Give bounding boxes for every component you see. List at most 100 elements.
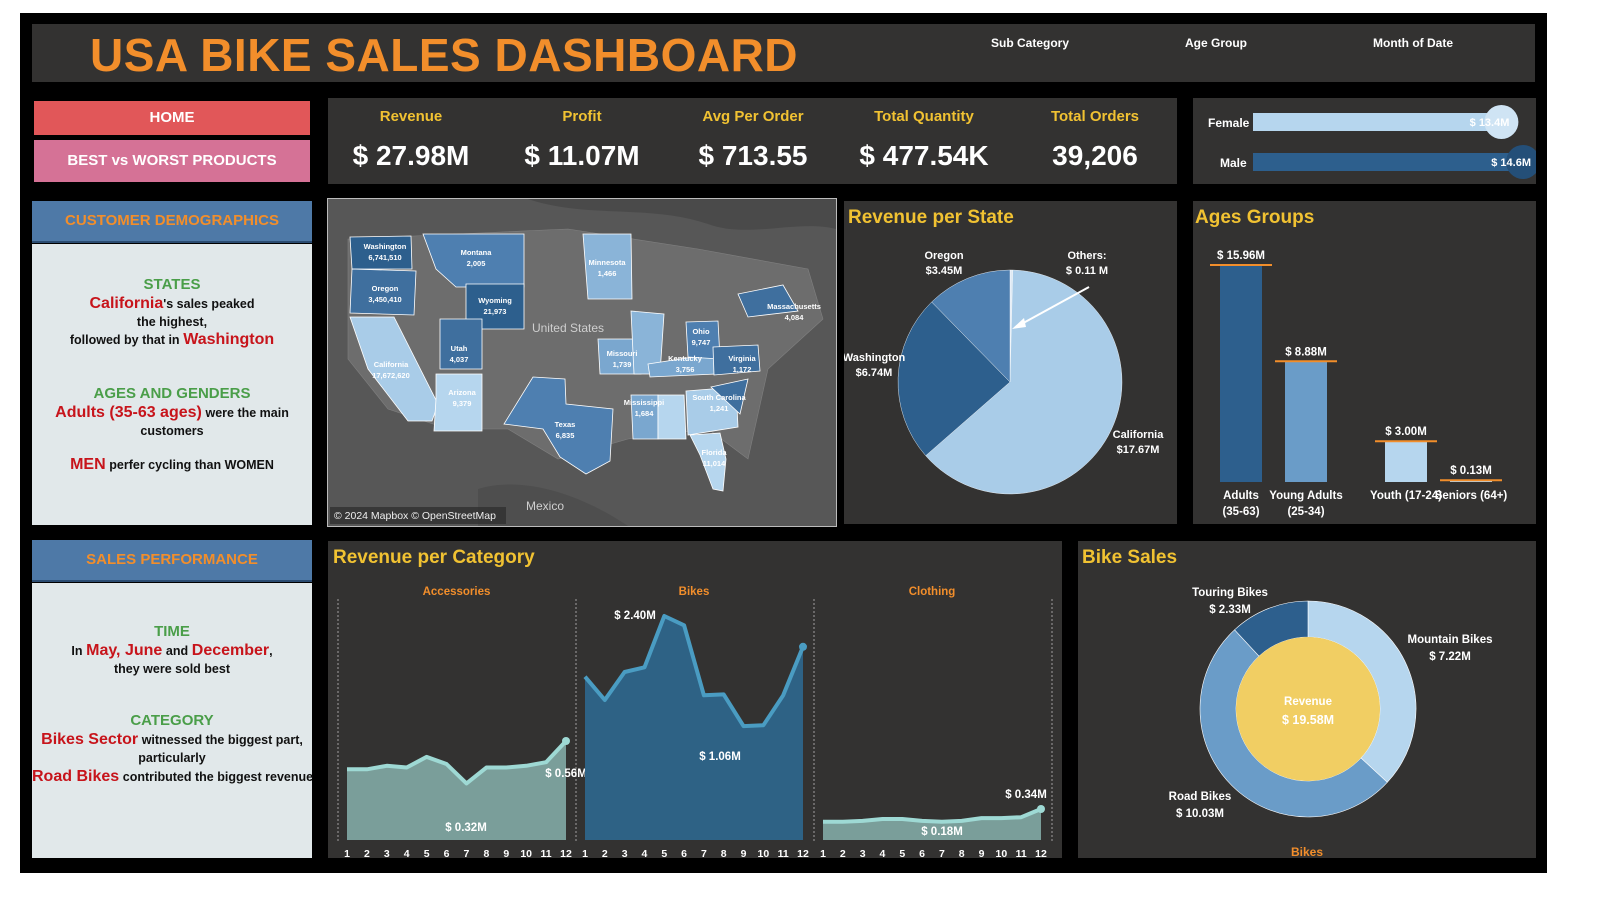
- ages-groups-title: Ages Groups: [1195, 207, 1315, 228]
- map-label-south-carolina: South Carolina 1,241: [692, 393, 746, 413]
- female-value: $ 13.4M: [1470, 117, 1510, 129]
- category-x-tick: 3: [384, 848, 390, 860]
- may-june-highlight: May, June: [86, 642, 163, 659]
- ages-groups-panel: Ages Groups $ 15.96M Adults (35-63) $ 8.88M…: [1193, 201, 1536, 524]
- category-x-tick: 2: [364, 848, 370, 860]
- category-last-point-accessories: [562, 737, 570, 745]
- category-x-tick: 2: [602, 848, 608, 860]
- bikes-sector-highlight: Bikes Sector: [41, 731, 139, 748]
- state-wyoming[interactable]: [465, 283, 525, 330]
- male-bar[interactable]: [1253, 153, 1523, 171]
- female-bar-end: [1484, 105, 1519, 139]
- pie-label-washington: Washington $6.74M: [844, 352, 906, 379]
- state-oregon[interactable]: [349, 268, 417, 316]
- donut-slice-touring-bikes[interactable]: [1234, 600, 1309, 657]
- country-label-mexico: Mexico: [526, 499, 564, 513]
- map-label-virginia: Virginia 1,172: [728, 354, 756, 374]
- bike-sales-panel: Bike Sales Revenue $ 19.58M Mountain Bikes…: [1078, 541, 1536, 859]
- category-x-tick: 12: [797, 848, 809, 860]
- category-x-tick: 1: [344, 848, 350, 860]
- category-last-point-bikes: [799, 642, 807, 651]
- female-bar[interactable]: [1253, 113, 1502, 131]
- state-washington[interactable]: [349, 235, 413, 270]
- category-x-tick: 12: [1035, 848, 1047, 860]
- category-x-tick: 6: [919, 848, 925, 860]
- kpi-orders-label: Total Orders: [1050, 108, 1140, 125]
- states-title: STATES: [143, 276, 201, 293]
- category-max-label-accessories: $ 0.56M: [545, 768, 587, 780]
- category-area-accessories[interactable]: [347, 741, 566, 840]
- customer-demographics-heading: CUSTOMER DEMOGRAPHICS: [32, 201, 312, 243]
- donut-center-label: Revenue: [1284, 696, 1332, 708]
- kpi-revenue-label: Revenue: [379, 108, 443, 125]
- state-massachusetts[interactable]: [737, 284, 799, 318]
- state-alabama[interactable]: [657, 394, 687, 440]
- category-min-label-clothing: $ 0.18M: [921, 826, 963, 838]
- state-utah[interactable]: [439, 318, 483, 370]
- kpi-quantity-label: Total Quantity: [874, 108, 974, 125]
- category-x-tick: 5: [899, 848, 905, 860]
- kpi-profit-value: $ 11.07M: [524, 140, 640, 171]
- best-worst-products-button[interactable]: BEST vs WORST PRODUCTS: [34, 140, 310, 182]
- age-bar-2[interactable]: [1385, 441, 1427, 482]
- donut-label-road-bikes: Road Bikes $ 10.03M: [1169, 791, 1232, 820]
- state-arizona[interactable]: [433, 373, 483, 432]
- map-label-kentucky: Kentucky 3,756: [668, 354, 703, 374]
- category-x-tick: 1: [820, 848, 826, 860]
- revenue-per-state-pie[interactable]: Oregon $3.45M Others: $ 0.11 M Washington $6.…: [844, 201, 1177, 524]
- category-x-tick: 5: [661, 848, 667, 860]
- pie-slice-oregon[interactable]: [931, 269, 1011, 383]
- state-south-carolina[interactable]: [710, 378, 749, 415]
- male-value: $ 14.6M: [1491, 157, 1531, 169]
- kpi-profit-label: Profit: [562, 108, 602, 125]
- age-category-label-0: Adults (35-63): [1222, 490, 1259, 518]
- kpi-revenue-value: $ 27.98M: [352, 140, 470, 171]
- age-bar-1[interactable]: [1285, 361, 1327, 482]
- pie-slice-washington[interactable]: [897, 301, 1011, 456]
- filter-month-of-date[interactable]: Month of Date: [1373, 36, 1453, 50]
- time-text: they were sold best: [113, 662, 230, 676]
- men-highlight: MEN: [70, 456, 106, 473]
- road-text: contributed the biggest revenue: [122, 770, 314, 784]
- usa-map[interactable]: Washington 6,741,510 Montana 2,005 Oregon 3,4…: [327, 198, 837, 527]
- filter-sub-category[interactable]: Sub Category: [991, 36, 1070, 50]
- category-x-tick: 10: [520, 848, 532, 860]
- male-bar-end: [1506, 145, 1540, 179]
- age-bar-0[interactable]: [1220, 265, 1262, 482]
- category-name-clothing: Clothing: [909, 586, 956, 598]
- state-florida[interactable]: [689, 432, 727, 492]
- male-label: Male: [1220, 156, 1247, 170]
- category-max-label-bikes: $ 2.40M: [614, 610, 656, 622]
- state-virginia[interactable]: [712, 344, 761, 376]
- category-area-clothing[interactable]: [823, 809, 1041, 840]
- states-text-1: 's sales peaked: [163, 297, 255, 311]
- revenue-per-state-title: Revenue per State: [848, 207, 1014, 228]
- time-in-text: In: [71, 644, 83, 658]
- bike-sales-donut[interactable]: Revenue $ 19.58M Mountain Bikes $ 7.22M Road…: [1078, 541, 1536, 871]
- age-bar-value-1: $ 8.88M: [1285, 346, 1327, 358]
- category-area-bikes[interactable]: [585, 616, 803, 840]
- bikes-text-1: witnessed the biggest part,: [141, 733, 303, 747]
- country-label-us: United States: [532, 321, 604, 335]
- state-texas[interactable]: [503, 376, 614, 475]
- bike-sales-title: Bike Sales: [1082, 547, 1178, 568]
- state-california[interactable]: [349, 316, 439, 422]
- map-label-ohio: Ohio 9,747: [692, 327, 711, 347]
- category-name-accessories: Accessories: [423, 586, 491, 598]
- usa-map-canvas: Washington 6,741,510 Montana 2,005 Oregon 3,4…: [328, 199, 836, 526]
- ages-genders-title: AGES AND GENDERS: [93, 385, 251, 402]
- state-minnesota[interactable]: [582, 233, 633, 300]
- sales-performance-notes: TIME In May, June and December, they wer…: [32, 583, 314, 858]
- home-button[interactable]: HOME: [34, 101, 310, 135]
- kpi-avg-order-value: $ 713.55: [698, 140, 808, 171]
- category-min-label-accessories: $ 0.32M: [445, 822, 487, 834]
- female-label: Female: [1208, 116, 1250, 130]
- map-label-texas: Texas 6,835: [555, 420, 576, 440]
- others-pointer-arrow: [1012, 318, 1026, 329]
- filter-age-group[interactable]: Age Group: [1185, 36, 1247, 50]
- ages-groups-bar-chart[interactable]: $ 15.96M Adults (35-63) $ 8.88M Young Adults…: [1193, 201, 1536, 524]
- map-label-oregon: Oregon 3,450,410: [368, 284, 401, 304]
- category-title: CATEGORY: [130, 712, 214, 729]
- pie-slice-california[interactable]: [925, 269, 1123, 495]
